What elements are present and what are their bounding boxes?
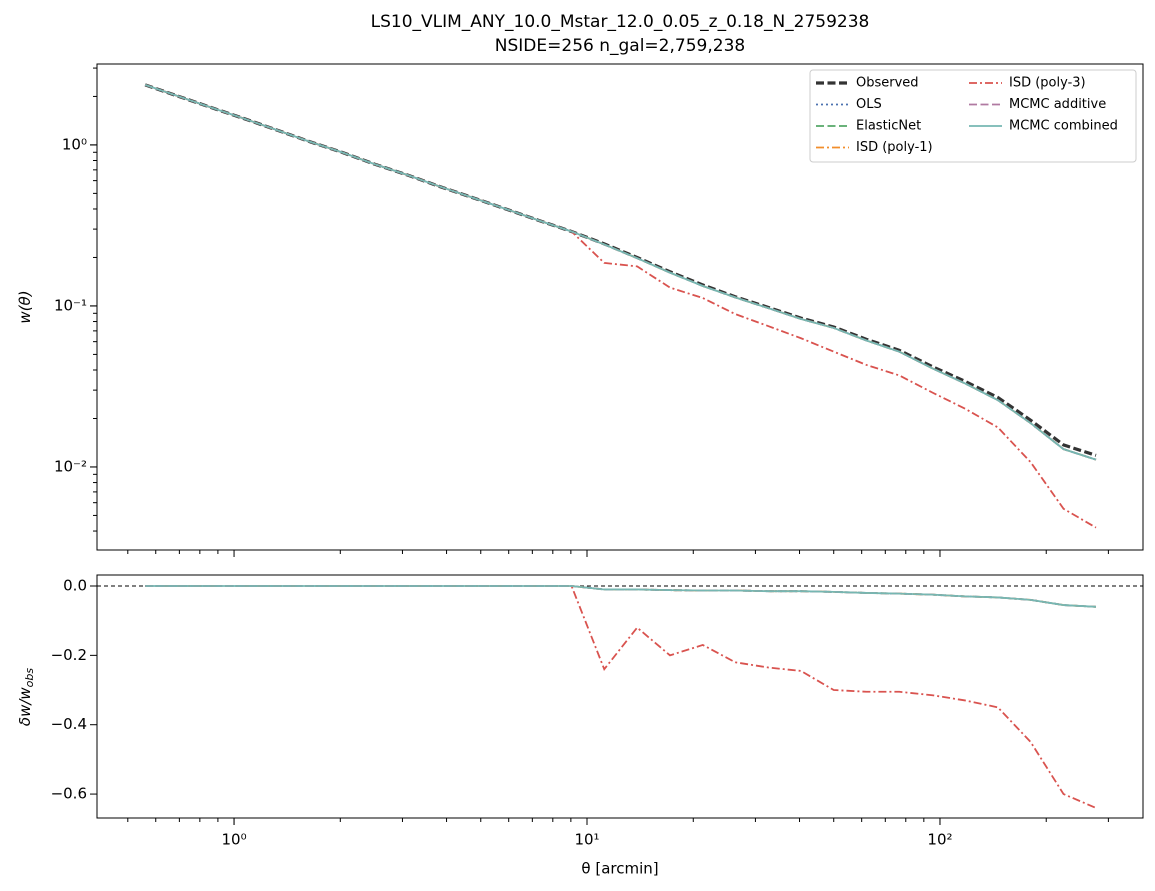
series-line	[145, 585, 1097, 608]
y-axis-label: w(θ)	[16, 290, 34, 323]
y-tick-label: 10⁻²	[54, 457, 87, 475]
y-tick-label: −0.4	[51, 715, 87, 733]
legend-label: MCMC combined	[1009, 119, 1118, 134]
y-axis-label-sub: obs	[23, 668, 36, 688]
y-axis-label: δw/wobs	[16, 668, 37, 726]
chart-title: LS10_VLIM_ANY_10.0_Mstar_12.0_0.05_z_0.1…	[371, 12, 870, 32]
x-tick-label: 10⁰	[221, 831, 246, 849]
x-axis-label: θ [arcmin]	[581, 860, 658, 878]
legend-box	[809, 69, 1137, 163]
legend-label: MCMC additive	[1009, 97, 1106, 112]
axes-frame	[96, 63, 1144, 551]
series-line	[145, 585, 1097, 809]
legend-label: OLS	[856, 97, 882, 112]
y-tick-label: 10⁰	[62, 135, 87, 153]
y-tick-label: −0.6	[51, 785, 87, 803]
legend-label: Observed	[856, 76, 919, 91]
x-tick-label: 10²	[927, 831, 952, 849]
y-tick-label: 0.0	[63, 576, 87, 594]
series-line	[144, 84, 1097, 461]
y-axis-label-main: δw/w	[16, 687, 34, 726]
legend-label: ISD (poly-1)	[856, 140, 933, 155]
axes-frame	[96, 574, 1144, 819]
legend-label: ElasticNet	[856, 119, 921, 134]
y-axis-label-main: w(θ)	[16, 290, 34, 323]
y-tick-label: −0.2	[51, 646, 87, 664]
legend-label: ISD (poly-3)	[1009, 76, 1086, 91]
y-tick-label: 10⁻¹	[54, 296, 87, 314]
chart-subtitle: NSIDE=256 n_gal=2,759,238	[495, 36, 745, 56]
x-tick-label: 10¹	[574, 831, 599, 849]
